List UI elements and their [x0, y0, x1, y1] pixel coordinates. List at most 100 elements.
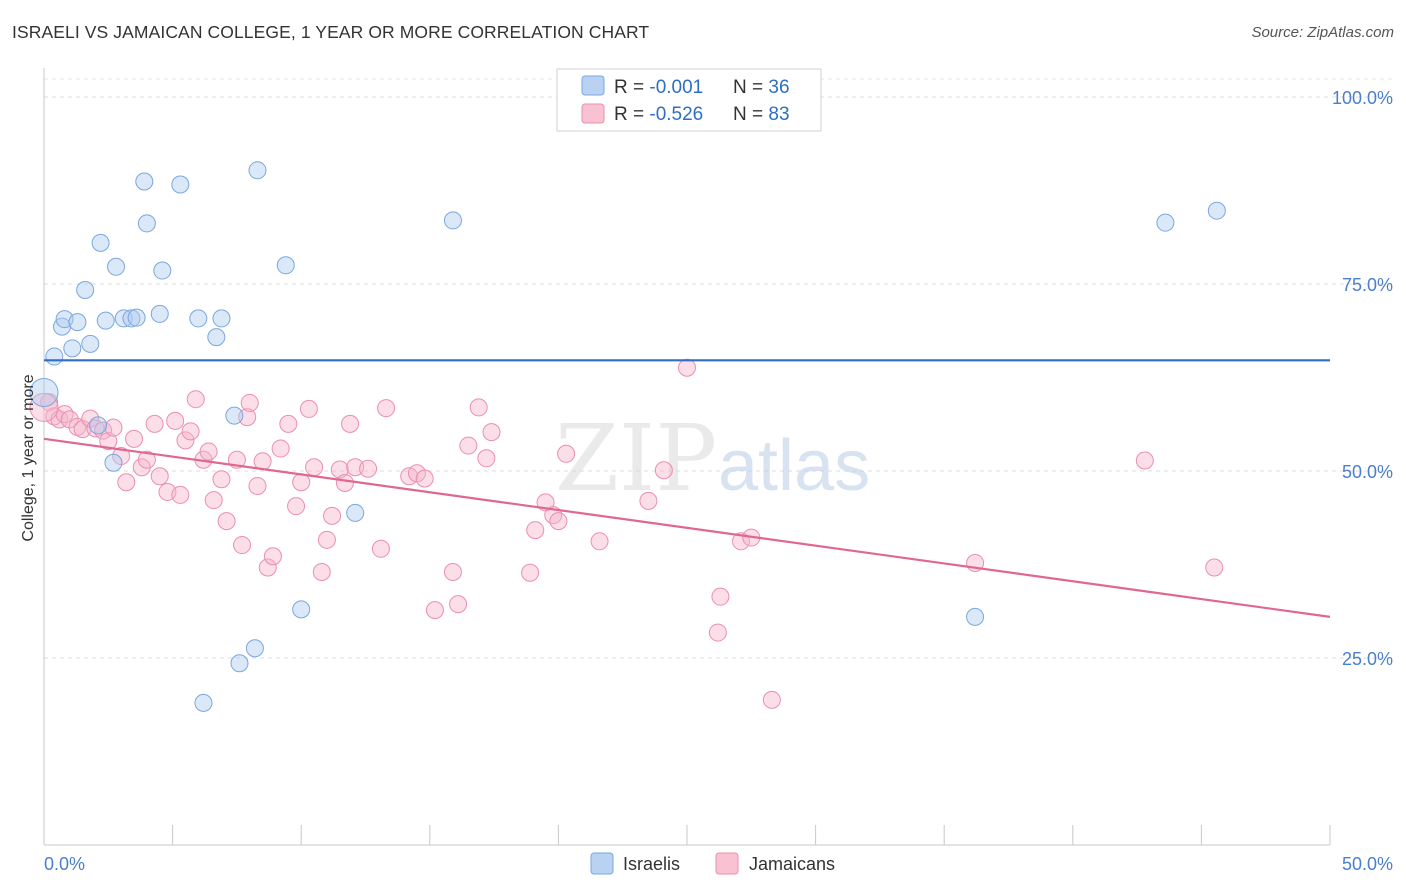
point-jamaicans: [104, 418, 123, 437]
grid-layer: [44, 78, 1392, 659]
legend-swatch-jamaicans: [715, 852, 739, 875]
point-jamaicans: [549, 512, 568, 531]
point-israelis: [225, 406, 244, 425]
point-jamaicans: [81, 409, 100, 428]
y-tick-label: 50.0%: [1342, 462, 1393, 482]
point-israelis: [207, 328, 226, 347]
trend-layer: [43, 359, 1331, 618]
point-jamaicans: [117, 473, 136, 492]
stats-r-value-israelis: -0.001: [649, 77, 703, 98]
point-jamaicans: [415, 469, 434, 488]
point-israelis: [189, 309, 208, 328]
point-jamaicans: [312, 562, 331, 581]
point-jamaicans: [371, 539, 390, 558]
watermark-atlas: atlas: [718, 426, 870, 506]
point-jamaicans: [137, 450, 156, 469]
point-israelis: [76, 280, 95, 299]
point-israelis: [114, 309, 133, 328]
stats-n-value-israelis: 36: [768, 77, 789, 98]
point-israelis: [150, 304, 169, 323]
stats-n-value-jamaicans: 83: [768, 104, 789, 125]
y-axis-label: College, 1 year or more: [20, 374, 37, 541]
point-jamaicans: [477, 449, 496, 468]
watermark-zip: ZIP: [555, 405, 717, 512]
point-jamaicans: [323, 506, 342, 525]
point-israelis: [91, 233, 110, 252]
point-jamaicans: [94, 421, 113, 440]
point-jamaicans: [305, 458, 324, 477]
point-jamaicans: [317, 530, 336, 549]
point-jamaicans: [711, 587, 730, 606]
points-layer: [29, 161, 1226, 712]
y-tick-label: 75.0%: [1342, 275, 1393, 295]
point-jamaicans: [240, 393, 259, 412]
stats-r-value-jamaicans: -0.526: [649, 104, 703, 125]
point-jamaicans: [73, 420, 92, 439]
point-jamaicans: [1135, 451, 1154, 470]
point-jamaicans: [377, 399, 396, 418]
point-israelis: [68, 313, 87, 332]
point-israelis: [135, 172, 154, 191]
point-jamaicans: [557, 444, 576, 463]
point-israelis: [89, 416, 108, 435]
point-jamaicans: [346, 458, 365, 477]
point-israelis: [212, 309, 231, 328]
point-jamaicans: [459, 436, 478, 455]
point-israelis: [1207, 201, 1226, 220]
axis-layer: 100.0% 75.0% 50.0% 25.0% 0.0% 50.0%: [43, 68, 1393, 874]
point-israelis: [194, 693, 213, 712]
point-jamaicans: [238, 408, 257, 427]
point-jamaicans: [341, 414, 360, 433]
point-jamaicans: [359, 459, 378, 478]
svg-text:N = 83: N = 83: [733, 104, 790, 125]
point-jamaicans: [204, 491, 223, 510]
point-jamaicans: [1205, 558, 1224, 577]
chart-title: ISRAELI VS JAMAICAN COLLEGE, 1 YEAR OR M…: [12, 22, 650, 42]
point-jamaicans: [181, 422, 200, 441]
point-jamaicans: [678, 358, 696, 377]
point-jamaicans: [145, 414, 164, 433]
point-jamaicans: [248, 476, 267, 495]
legend-swatch-israelis: [590, 852, 614, 875]
point-jamaicans: [258, 558, 277, 577]
point-jamaicans: [29, 392, 59, 422]
point-israelis: [81, 334, 100, 353]
point-jamaicans: [469, 398, 488, 417]
trend-line-jamaicans: [43, 437, 1331, 618]
point-jamaicans: [732, 532, 751, 551]
point-israelis: [107, 257, 126, 276]
point-jamaicans: [217, 512, 236, 531]
point-israelis: [346, 503, 365, 522]
point-jamaicans: [166, 411, 185, 430]
point-israelis: [127, 308, 146, 327]
point-jamaicans: [482, 423, 501, 442]
point-jamaicans: [762, 690, 781, 709]
point-israelis: [29, 377, 59, 407]
point-israelis: [230, 654, 249, 673]
watermark: ZIP atlas: [555, 405, 870, 512]
svg-text:R = -0.526: R = -0.526: [614, 104, 703, 125]
stats-r-label-israelis: R =: [614, 77, 649, 98]
point-israelis: [245, 639, 264, 658]
point-jamaicans: [125, 429, 144, 448]
point-israelis: [45, 347, 64, 366]
x-tick-label-min: 0.0%: [44, 854, 85, 874]
point-jamaicans: [199, 442, 218, 461]
svg-text:N = 36: N = 36: [733, 77, 790, 98]
point-jamaicans: [425, 601, 444, 620]
y-tick-label: 25.0%: [1342, 649, 1393, 669]
point-israelis: [1156, 213, 1175, 232]
point-jamaicans: [330, 460, 349, 479]
point-jamaicans: [299, 399, 318, 418]
point-israelis: [292, 600, 311, 619]
point-israelis: [276, 256, 295, 275]
point-israelis: [63, 339, 82, 358]
y-tick-label: 100.0%: [1332, 88, 1393, 108]
point-israelis: [171, 175, 190, 194]
point-israelis: [122, 309, 141, 328]
legend-label-israelis: Israelis: [623, 854, 680, 874]
point-jamaicans: [521, 563, 540, 582]
stats-n-label-israelis: N =: [733, 77, 768, 98]
point-jamaicans: [708, 623, 727, 642]
point-israelis: [248, 161, 267, 180]
